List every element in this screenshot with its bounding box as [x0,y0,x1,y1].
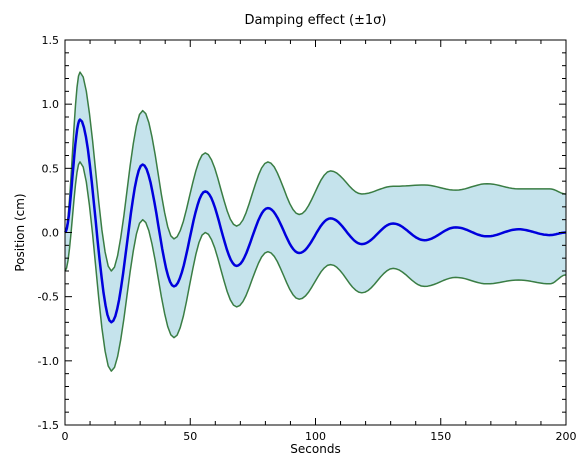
upper-band-line [64,71,567,272]
x-tick-label: 150 [430,430,451,443]
y-tick-label: 0.5 [42,162,60,175]
x-tick-label: 50 [183,430,197,443]
series-lines [64,71,567,372]
y-tick-label: 1.5 [42,34,60,47]
x-tick-label: 200 [556,430,577,443]
x-axis-ticks: 0 50 100 150 200 [62,40,577,443]
band-fill-area [65,72,566,372]
lower-band-line [64,161,567,372]
confidence-band-fill [65,72,566,372]
x-tick-label: 0 [62,430,69,443]
y-axis-ticks: 1.5 1.0 0.5 0.0 -0.5 -1.0 -1.5 [38,34,566,432]
x-tick-label: 100 [305,430,326,443]
chart-title: Damping effect (±1σ) [244,13,386,28]
y-tick-label: 1.0 [42,98,60,111]
x-axis-label: Seconds [290,442,340,456]
y-tick-label: -1.5 [38,419,59,432]
mean-line [64,118,567,324]
y-tick-label: 0.0 [42,227,60,240]
y-axis-label: Position (cm) [13,193,27,271]
y-tick-label: -0.5 [38,291,59,304]
y-tick-label: -1.0 [38,355,59,368]
